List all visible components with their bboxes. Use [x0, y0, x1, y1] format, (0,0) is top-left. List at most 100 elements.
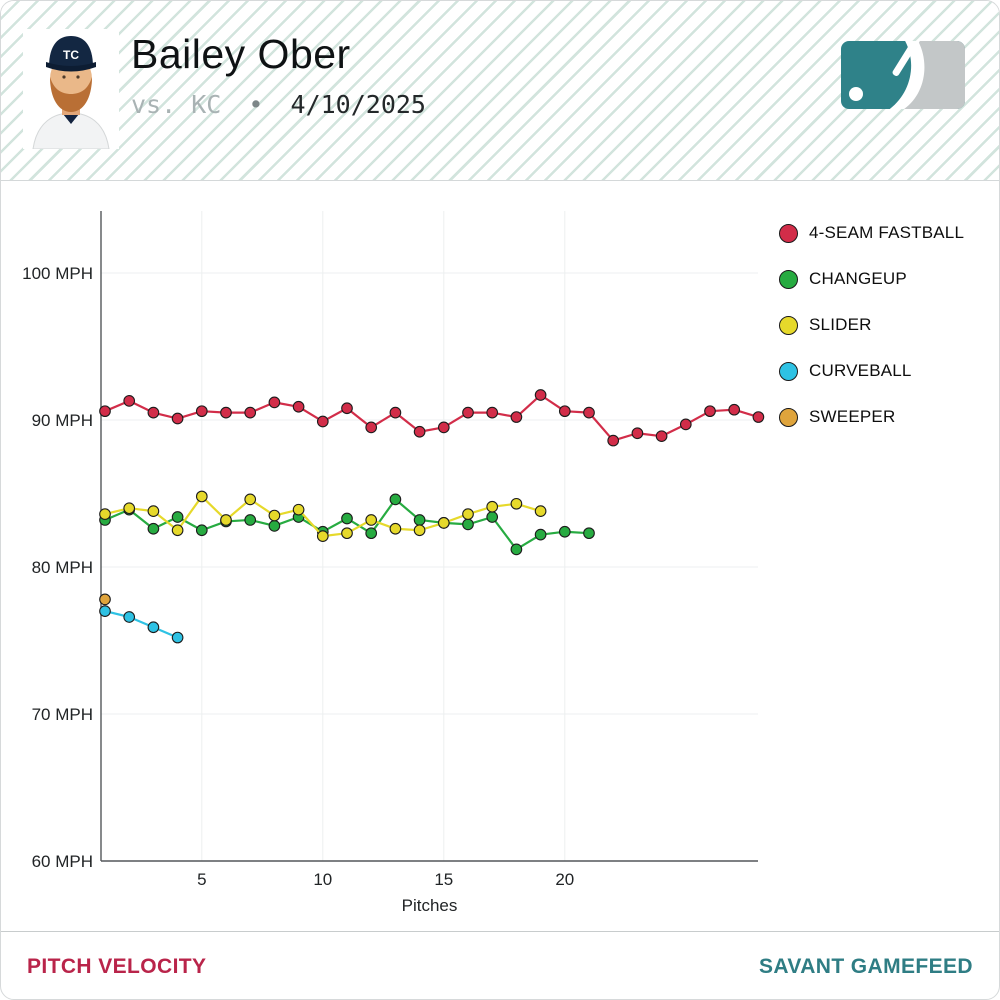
pitch-point-slider[interactable] [195, 490, 208, 503]
pitch-point-slider[interactable] [316, 530, 329, 542]
footer-left-label: PITCH VELOCITY [27, 954, 207, 978]
pitch-point-four-seam-fastball[interactable] [631, 427, 644, 440]
pitch-point-four-seam-fastball[interactable] [244, 406, 257, 419]
legend-dot-four-seam-fastball [779, 223, 798, 243]
page-title: Bailey Ober [131, 31, 351, 77]
logo-ball [849, 87, 863, 101]
pitch-point-four-seam-fastball[interactable] [534, 389, 547, 401]
mlb-logo [841, 41, 965, 114]
jersey-collar [63, 114, 79, 124]
pitch-point-four-seam-fastball[interactable] [123, 395, 136, 407]
pitch-point-changeup[interactable] [486, 511, 499, 523]
pitch-point-slider[interactable] [437, 517, 450, 529]
legend-item-four-seam-fastball[interactable]: 4-SEAM FASTBALL [779, 223, 964, 243]
pitch-point-four-seam-fastball[interactable] [679, 418, 692, 431]
pitch-point-four-seam-fastball[interactable] [728, 403, 741, 416]
vs-label: vs. [131, 90, 177, 119]
pitch-point-slider[interactable] [341, 527, 353, 540]
pitch-point-four-seam-fastball[interactable] [462, 406, 474, 419]
pitch-point-changeup[interactable] [534, 528, 547, 541]
pitch-point-four-seam-fastball[interactable] [413, 425, 426, 438]
pitch-point-slider[interactable] [99, 508, 111, 520]
pitch-point-changeup[interactable] [171, 511, 184, 523]
chart-section: 100 MPH 90 MPH 80 MPH 70 MPH 60 MPH 5 10 15 20 Pi… [1, 181, 999, 931]
player-avatar-graphic: TC [23, 29, 119, 150]
y-tick-label: 80 MPH [32, 558, 93, 577]
pitch-point-slider[interactable] [220, 514, 232, 526]
pitch-point-four-seam-fastball[interactable] [752, 411, 765, 423]
pitch-point-four-seam-fastball[interactable] [365, 421, 378, 434]
title-block: Bailey Ober vs. KC • 4/10/2025 [131, 31, 426, 119]
pitch-point-four-seam-fastball[interactable] [220, 406, 232, 419]
pitch-point-slider[interactable] [413, 524, 426, 537]
footer-right-label[interactable]: SAVANT GAMEFEED [758, 954, 973, 978]
pitch-point-four-seam-fastball[interactable] [607, 434, 620, 447]
pitch-point-curveball[interactable] [99, 605, 111, 617]
pitch-point-changeup[interactable] [268, 519, 281, 532]
pitch-point-four-seam-fastball[interactable] [195, 405, 208, 418]
y-tick-label: 70 MPH [32, 705, 93, 724]
legend-item-sweeper[interactable]: SWEEPER [779, 407, 964, 427]
pitch-point-four-seam-fastball[interactable] [558, 405, 571, 418]
pitch-point-changeup[interactable] [365, 527, 378, 540]
pitch-point-slider[interactable] [486, 500, 499, 513]
pitch-point-sweeper[interactable] [99, 593, 111, 606]
chart-legend: 4-SEAM FASTBALL CHANGEUP SLIDER CURVEBALL SW… [779, 223, 964, 453]
pitch-point-four-seam-fastball[interactable] [389, 406, 402, 419]
pitch-point-four-seam-fastball[interactable] [316, 415, 329, 428]
pitch-point-four-seam-fastball[interactable] [437, 421, 450, 434]
pitch-point-four-seam-fastball[interactable] [341, 402, 353, 415]
pitch-point-slider[interactable] [462, 508, 474, 520]
cap-brim [46, 62, 96, 72]
opponent: KC [191, 90, 222, 119]
legend-item-changeup[interactable]: CHANGEUP [779, 269, 964, 289]
pitch-point-changeup[interactable] [147, 522, 160, 535]
logo-bat [892, 41, 921, 76]
pitch-point-four-seam-fastball[interactable] [486, 406, 499, 419]
pitch-point-four-seam-fastball[interactable] [171, 412, 184, 425]
pitch-point-slider[interactable] [244, 493, 257, 506]
legend-dot-sweeper [779, 407, 798, 427]
pitch-point-four-seam-fastball[interactable] [704, 405, 716, 418]
pitch-point-slider[interactable] [534, 505, 547, 517]
pitch-point-changeup[interactable] [510, 543, 523, 556]
pitch-point-curveball[interactable] [147, 621, 160, 634]
pitch-point-changeup[interactable] [558, 525, 571, 538]
y-tick-label: 100 MPH [22, 264, 93, 283]
pitch-point-four-seam-fastball[interactable] [292, 400, 305, 413]
pitch-point-changeup[interactable] [583, 527, 595, 540]
cap [49, 36, 93, 67]
pitch-point-changeup[interactable] [341, 512, 353, 525]
pitch-point-slider[interactable] [171, 524, 184, 537]
pitch-point-slider[interactable] [510, 497, 523, 510]
game-date: 4/10/2025 [290, 90, 426, 119]
cap-tc-logo: TC [63, 48, 79, 62]
pitch-point-four-seam-fastball[interactable] [268, 396, 281, 409]
pitch-point-slider[interactable] [389, 522, 402, 535]
pitch-point-four-seam-fastball[interactable] [583, 406, 595, 419]
pitch-point-changeup[interactable] [389, 493, 402, 506]
eye [62, 75, 66, 79]
pitch-point-slider[interactable] [147, 505, 160, 517]
pitch-point-changeup[interactable] [195, 524, 208, 537]
legend-item-curveball[interactable]: CURVEBALL [779, 361, 964, 381]
pitch-point-four-seam-fastball[interactable] [655, 430, 668, 443]
pitch-point-changeup[interactable] [244, 514, 257, 526]
pitch-point-slider[interactable] [292, 503, 305, 516]
pitch-point-four-seam-fastball[interactable] [510, 411, 523, 423]
matchup-line: vs. KC • 4/10/2025 [131, 90, 426, 119]
pitch-point-four-seam-fastball[interactable] [147, 406, 160, 419]
legend-label: 4-SEAM FASTBALL [809, 223, 965, 242]
pitch-point-changeup[interactable] [413, 514, 426, 526]
pitch-point-slider[interactable] [268, 509, 281, 522]
legend-dot-changeup [779, 269, 798, 289]
x-tick-label: 5 [197, 870, 206, 889]
legend-item-slider[interactable]: SLIDER [779, 315, 964, 335]
pitch-point-curveball[interactable] [171, 631, 184, 644]
pitch-point-slider[interactable] [123, 502, 136, 515]
pitch-point-slider[interactable] [365, 514, 378, 526]
pitch-point-changeup[interactable] [462, 518, 474, 531]
pitch-point-four-seam-fastball[interactable] [99, 405, 111, 418]
separator-dot: • [248, 90, 264, 119]
pitch-point-curveball[interactable] [123, 611, 136, 623]
